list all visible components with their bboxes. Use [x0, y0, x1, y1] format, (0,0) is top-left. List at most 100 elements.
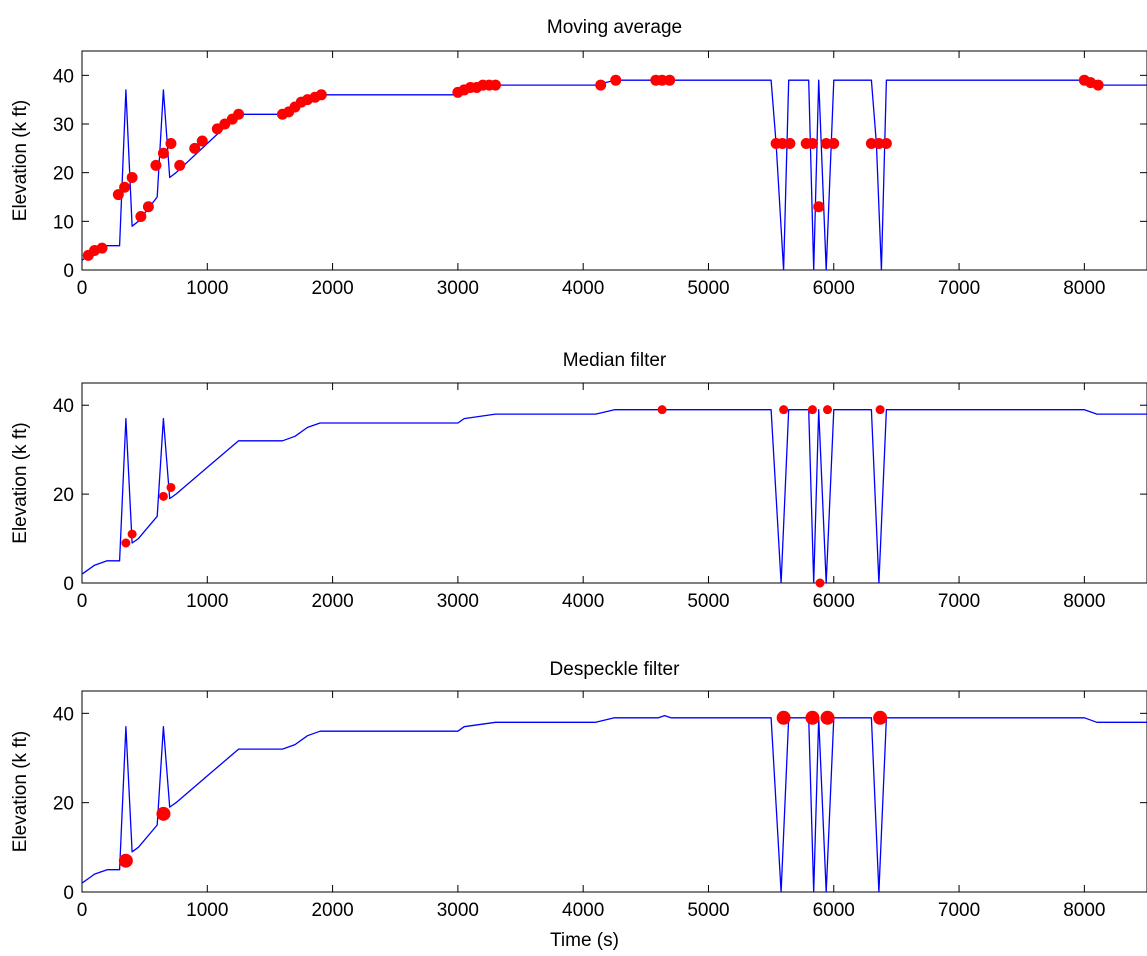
data-point-marker [489, 79, 501, 91]
x-tick-label: 1000 [186, 278, 228, 299]
data-point-marker [779, 405, 789, 415]
data-point-marker [828, 137, 840, 149]
chart-title: Despeckle filter [550, 659, 681, 680]
x-tick-label: 4000 [562, 278, 604, 299]
data-point-marker [664, 74, 676, 86]
x-tick-label: 7000 [938, 591, 980, 612]
x-tick-label: 8000 [1063, 278, 1105, 299]
plot-area [81, 690, 1147, 893]
x-axis-label: Time (s) [550, 930, 619, 951]
x-tick-label: 6000 [813, 278, 855, 299]
x-tick-label: 1000 [186, 591, 228, 612]
x-tick-label: 8000 [1063, 900, 1105, 921]
x-tick-label: 2000 [311, 900, 353, 921]
x-tick-label: 0 [77, 900, 88, 921]
data-point-marker [865, 137, 877, 149]
data-point-marker [875, 405, 885, 415]
x-tick-label: 5000 [687, 591, 729, 612]
y-tick-label: 40 [53, 396, 74, 417]
series-line [82, 409, 1147, 584]
data-point-marker [119, 181, 131, 193]
data-point-marker [784, 137, 796, 149]
x-tick-label: 6000 [813, 900, 855, 921]
y-axis-label: Elevation (k ft) [10, 731, 31, 852]
data-point-marker [807, 405, 817, 415]
data-point-marker [873, 710, 888, 725]
y-axis-label: Elevation (k ft) [10, 100, 31, 221]
data-point-marker [174, 159, 186, 171]
data-point-marker [127, 529, 137, 539]
data-point-marker [118, 853, 133, 868]
data-point-marker [813, 201, 825, 213]
data-point-marker [815, 578, 825, 588]
x-tick-label: 5000 [687, 278, 729, 299]
chart-panel-1: Moving average 0 1000 2000 3000 4000 5000 6000 7… [10, 17, 1147, 299]
plot-area [81, 50, 1147, 271]
plot-area [81, 382, 1147, 584]
data-point-marker [776, 710, 791, 725]
y-tick-label: 0 [63, 261, 74, 282]
chart-panel-2: Median filter 0 1000 2000 3000 4000 5000 6000 70… [10, 350, 1147, 612]
data-point-marker [126, 172, 138, 184]
y-tick-label: 30 [53, 115, 74, 136]
data-point-marker [315, 89, 327, 101]
data-point-marker [112, 189, 124, 201]
y-tick-label: 40 [53, 704, 74, 725]
data-point-marker [610, 74, 622, 86]
data-point-marker [820, 137, 832, 149]
data-point-marker [189, 142, 201, 154]
y-tick-label: 40 [53, 66, 74, 87]
data-point-marker [135, 210, 147, 222]
data-point-marker [156, 806, 171, 821]
data-point-marker [880, 137, 892, 149]
data-point-marker [121, 538, 131, 548]
data-point-marker [805, 710, 820, 725]
x-tick-label: 6000 [813, 591, 855, 612]
y-tick-label: 20 [53, 485, 74, 506]
x-tick-label: 3000 [437, 900, 479, 921]
data-point-marker [823, 405, 832, 415]
data-point-marker [656, 74, 668, 86]
x-tick-label: 2000 [311, 278, 353, 299]
y-tick-label: 10 [53, 212, 74, 233]
data-point-marker [233, 108, 245, 120]
x-tick-label: 8000 [1063, 591, 1105, 612]
x-tick-label: 0 [77, 278, 88, 299]
series-line [82, 79, 1147, 271]
x-tick-label: 4000 [562, 591, 604, 612]
x-tick-label: 2000 [311, 591, 353, 612]
data-point-marker [657, 405, 667, 415]
chart-panel-3: Despeckle filter 0 1000 2000 3000 4000 5000 600… [10, 659, 1147, 951]
y-tick-label: 0 [63, 883, 74, 904]
x-tick-label: 5000 [687, 900, 729, 921]
data-point-marker [165, 137, 177, 149]
data-point-marker [806, 137, 818, 149]
y-tick-label: 0 [63, 574, 74, 595]
data-point-marker [873, 137, 885, 149]
data-point-marker [595, 79, 607, 91]
y-tick-label: 20 [53, 794, 74, 815]
x-tick-label: 3000 [437, 591, 479, 612]
y-axis-label: Elevation (k ft) [10, 422, 31, 543]
x-tick-label: 0 [77, 591, 88, 612]
data-point-marker [166, 482, 176, 492]
x-tick-label: 4000 [562, 900, 604, 921]
data-point-marker [776, 137, 788, 149]
data-point-marker [142, 201, 154, 213]
x-tick-label: 7000 [938, 900, 980, 921]
data-point-marker [820, 710, 835, 725]
x-tick-label: 1000 [186, 900, 228, 921]
chart-title: Moving average [547, 17, 682, 38]
data-point-marker [150, 159, 162, 171]
data-point-marker [1092, 79, 1104, 91]
data-point-marker [196, 135, 208, 147]
data-point-marker [96, 242, 108, 254]
x-tick-label: 3000 [437, 278, 479, 299]
y-tick-label: 20 [53, 164, 74, 185]
data-point-marker [158, 491, 168, 501]
series-line [82, 714, 1147, 893]
data-point-marker [157, 147, 169, 159]
chart-title: Median filter [563, 350, 667, 371]
